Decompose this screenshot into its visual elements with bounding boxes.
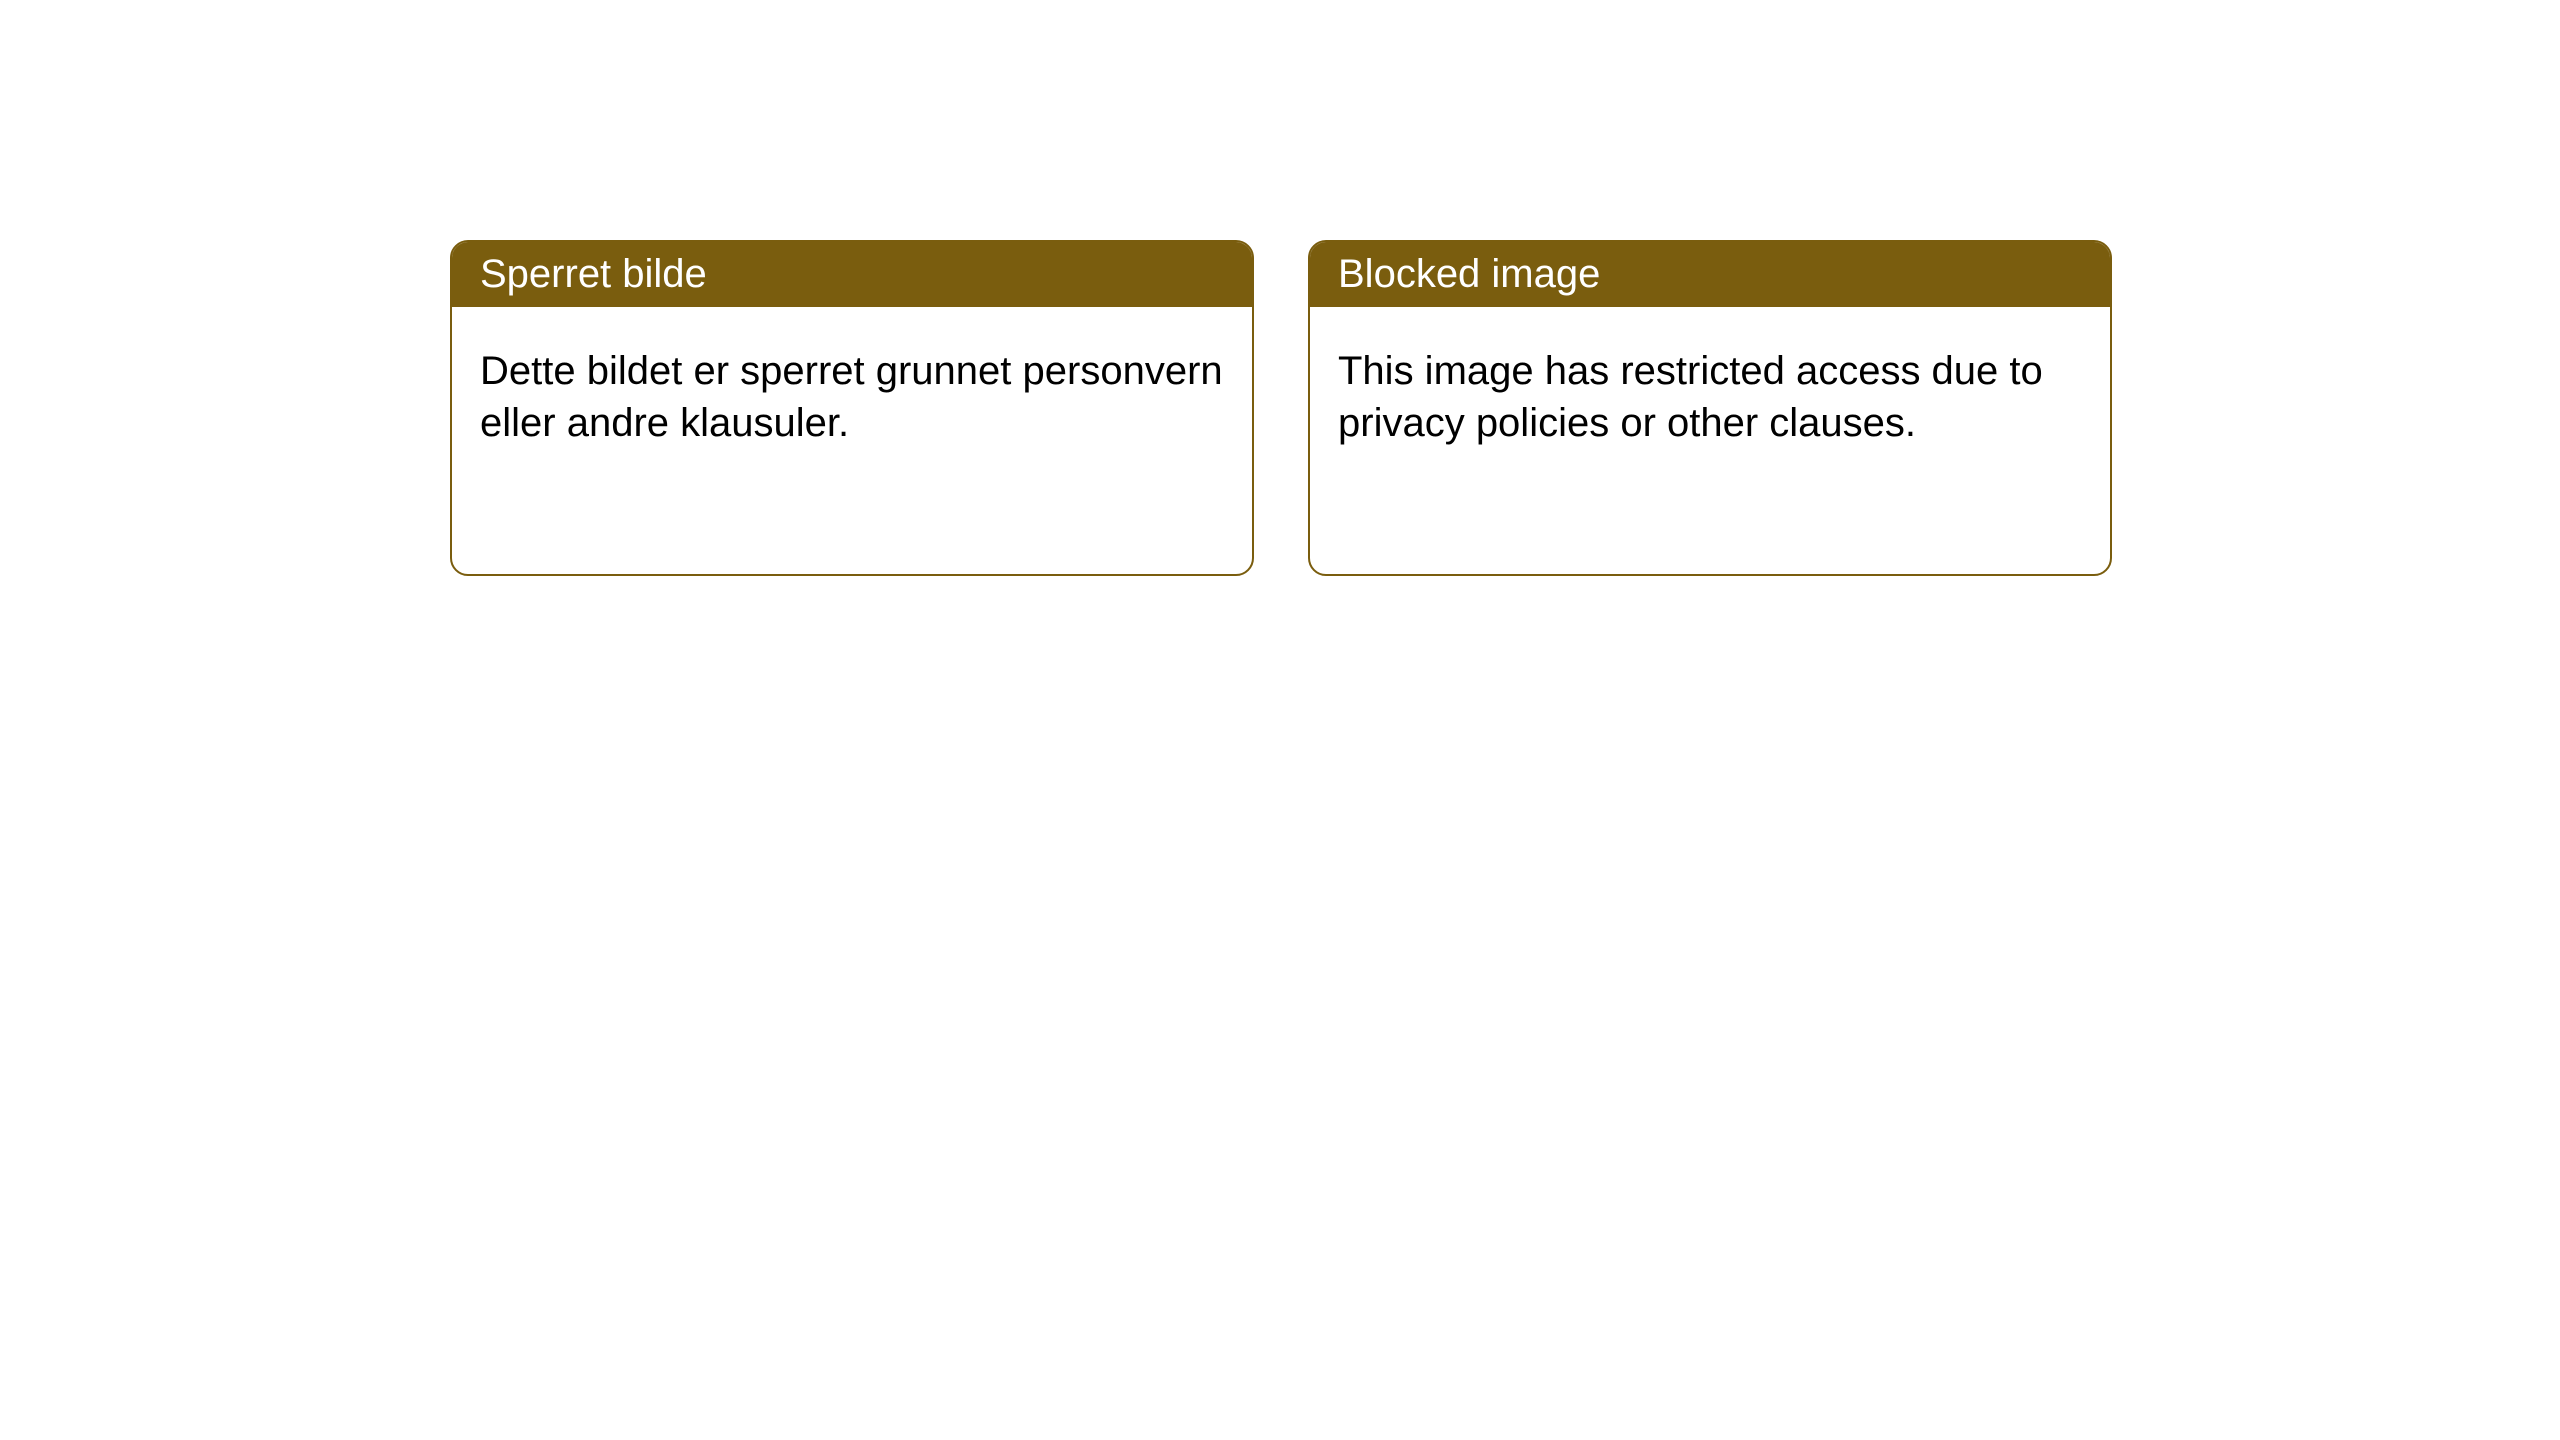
notice-header-no: Sperret bilde xyxy=(452,242,1252,307)
notice-card-no: Sperret bilde Dette bildet er sperret gr… xyxy=(450,240,1254,576)
notice-body-no: Dette bildet er sperret grunnet personve… xyxy=(452,307,1252,487)
notice-body-en: This image has restricted access due to … xyxy=(1310,307,2110,487)
notice-header-en: Blocked image xyxy=(1310,242,2110,307)
notice-card-en: Blocked image This image has restricted … xyxy=(1308,240,2112,576)
notice-container: Sperret bilde Dette bildet er sperret gr… xyxy=(0,0,2560,576)
